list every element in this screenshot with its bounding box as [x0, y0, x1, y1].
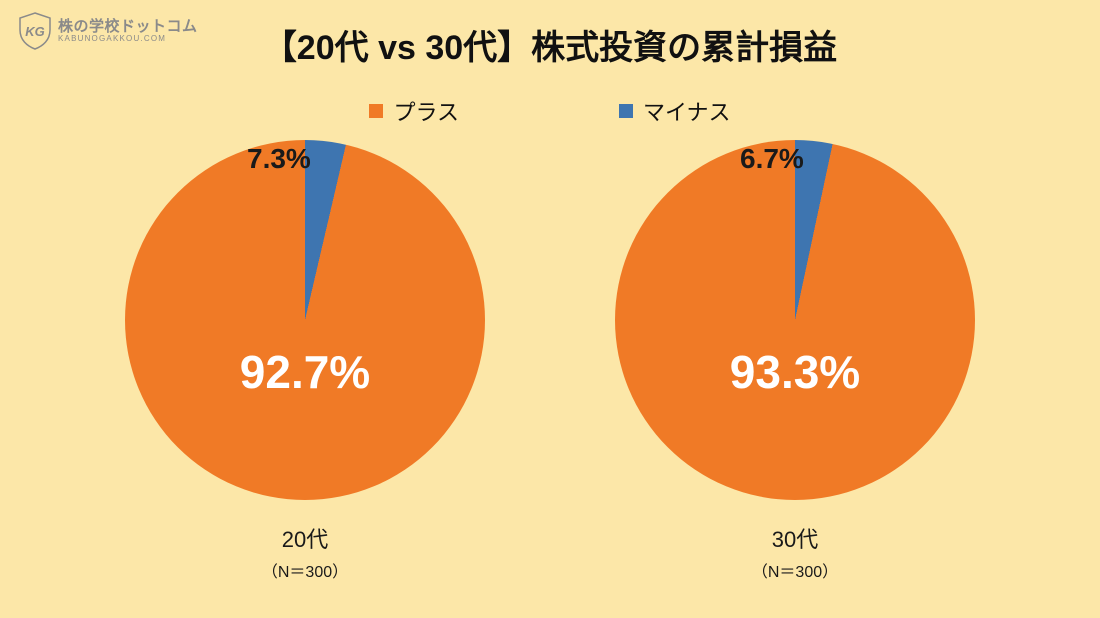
pie-1-caption-n: （N＝300）	[752, 558, 838, 582]
pie-0-minor-label: 7.3%	[247, 143, 311, 175]
pie-wrap-1: 6.7% 93.3% 30代 （N＝300）	[605, 140, 985, 582]
pie-1-caption: 30代	[772, 522, 818, 554]
legend-item-plus: プラス	[369, 95, 459, 127]
legend-label-minus: マイナス	[643, 95, 731, 127]
legend: プラス マイナス	[0, 95, 1100, 127]
pie-0-major-label: 92.7%	[125, 345, 485, 399]
legend-swatch-plus	[369, 104, 383, 118]
pie-chart-0: 7.3% 92.7%	[125, 140, 485, 500]
pie-1-major-label: 93.3%	[615, 345, 975, 399]
pie-0-caption: 20代	[282, 522, 328, 554]
chart-title: 【20代 vs 30代】株式投資の累計損益	[0, 20, 1100, 69]
legend-swatch-minus	[619, 104, 633, 118]
pie-1-minor-label: 6.7%	[740, 143, 804, 175]
charts-row: 7.3% 92.7% 20代 （N＝300） 6.7% 93.3% 30代 （N…	[0, 140, 1100, 582]
legend-label-plus: プラス	[393, 95, 459, 127]
pie-chart-1: 6.7% 93.3%	[615, 140, 975, 500]
pie-0-caption-n: （N＝300）	[262, 558, 348, 582]
pie-wrap-0: 7.3% 92.7% 20代 （N＝300）	[115, 140, 495, 582]
legend-item-minus: マイナス	[619, 95, 731, 127]
